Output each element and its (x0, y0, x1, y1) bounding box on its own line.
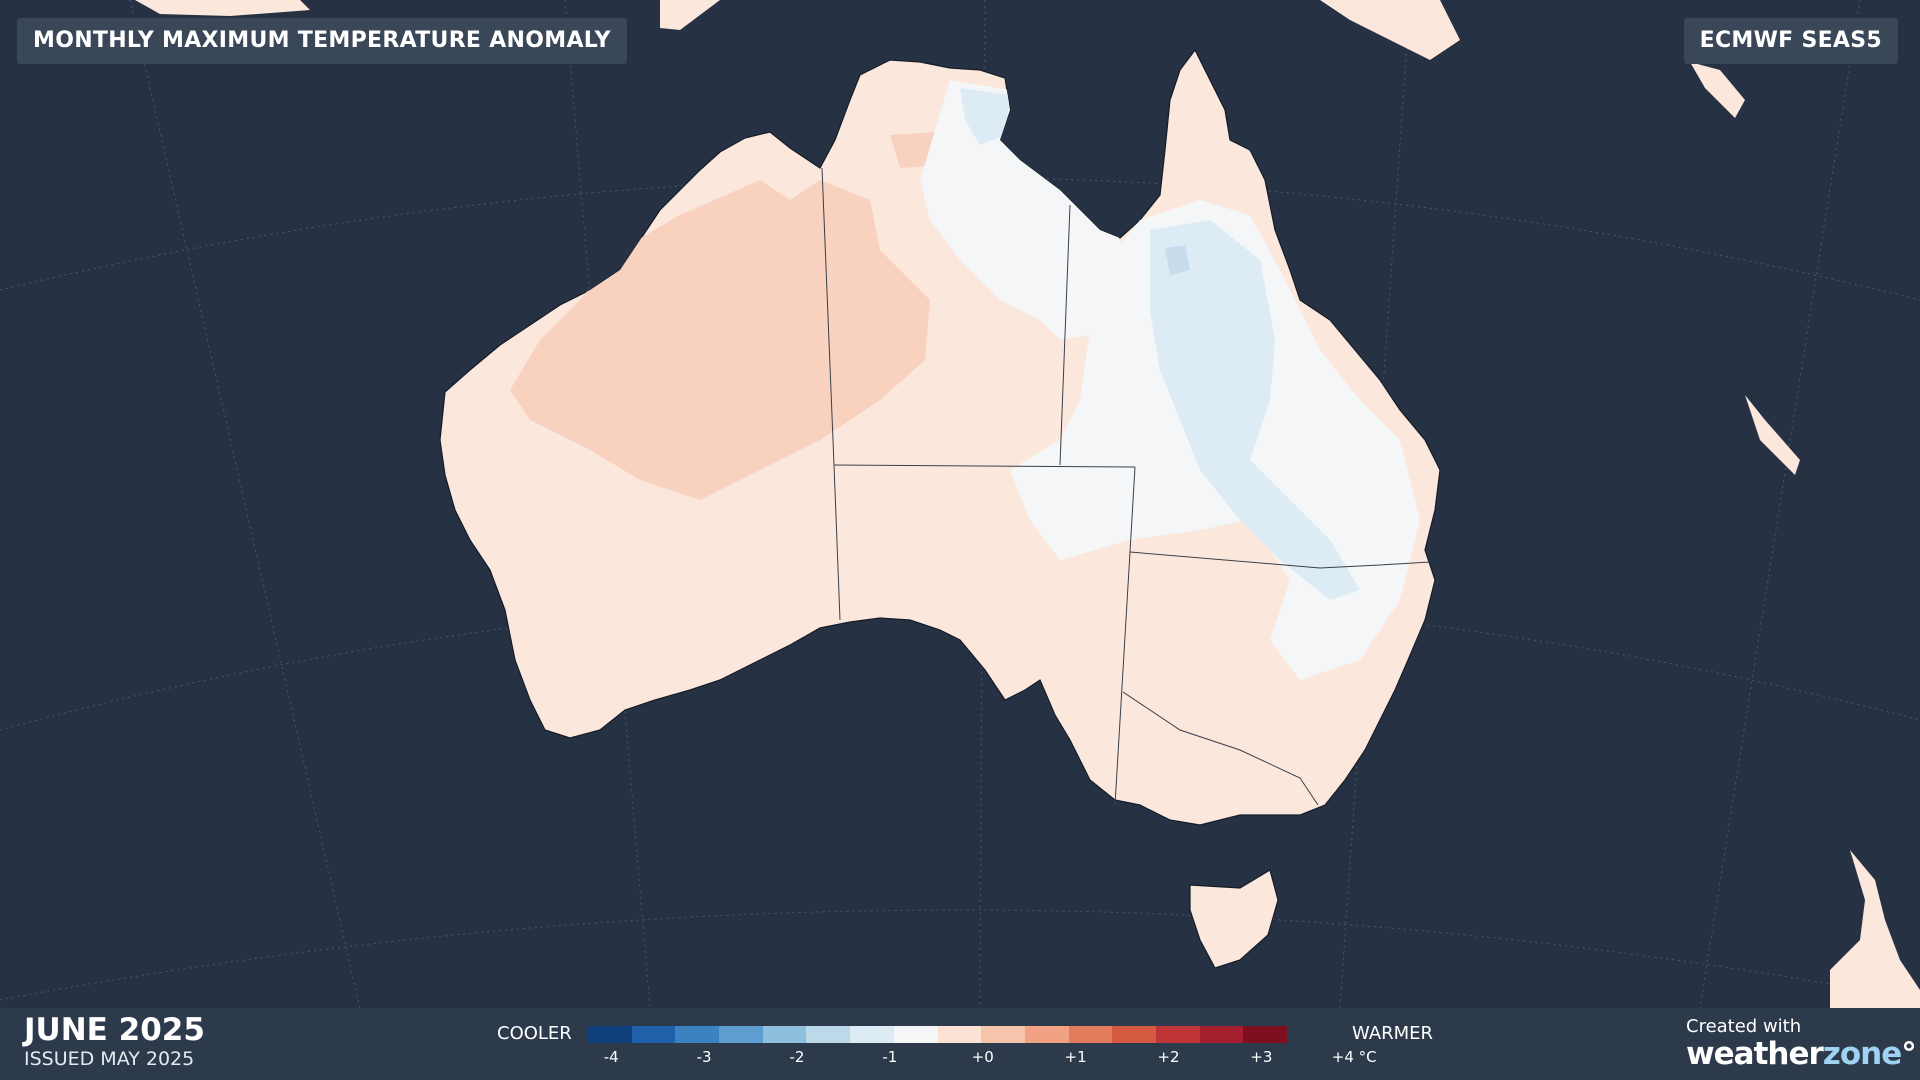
new-guinea-landmass (1320, 0, 1460, 60)
cool-anomaly-north (960, 88, 1010, 145)
legend-tick-label: -3 (696, 1048, 712, 1066)
state-borders (821, 167, 1431, 806)
legend-ticks: -4 -3 -2 -1 +0 +1 +2 +3 +4 °C (588, 1048, 1377, 1068)
legend-swatch (1243, 1026, 1287, 1043)
cool-anomaly-core (1165, 245, 1190, 275)
legend-tick-label: +1 (1064, 1048, 1087, 1066)
legend-tick-label: +2 (1157, 1048, 1180, 1066)
legend-swatch (762, 1026, 807, 1043)
legend-swatch (893, 1026, 938, 1043)
border-sa-nsw-vic (1114, 551, 1131, 806)
legend-tick-label: -1 (882, 1048, 898, 1066)
solomon-islands (1690, 62, 1745, 118)
cool-anomaly-queensland (1150, 220, 1360, 600)
neutral-anomaly-north (920, 80, 1130, 340)
legend-swatch (1155, 1026, 1200, 1043)
border-nt-sa (833, 464, 1136, 468)
legend-tick-label: +3 (1250, 1048, 1273, 1066)
timor-landmass (660, 0, 720, 30)
logo-text-zone: zone (1822, 1036, 1902, 1072)
model-source-label: ECMWF SEAS5 (1683, 18, 1898, 64)
legend-warmer-label: WARMER (1352, 1023, 1434, 1044)
footer-bar (0, 1008, 1920, 1080)
legend-swatch (1024, 1026, 1069, 1043)
legend-swatch (1068, 1026, 1113, 1043)
legend-swatch (588, 1026, 632, 1043)
neighboring-islands (135, 0, 1920, 1008)
color-legend (588, 1026, 1287, 1043)
issued-date: ISSUED MAY 2025 (24, 1048, 195, 1070)
anomaly-map (0, 0, 1920, 1008)
legend-swatch (1199, 1026, 1244, 1043)
border-nsw-vic (1122, 691, 1319, 806)
tasmania (1189, 869, 1279, 969)
border-nt-qld (1059, 204, 1071, 466)
indonesia-landmass (135, 0, 310, 16)
border-qld-sa (1129, 466, 1136, 553)
legend-swatch (806, 1026, 851, 1043)
legend-swatch (675, 1026, 720, 1043)
map-title: MONTHLY MAXIMUM TEMPERATURE ANOMALY (17, 18, 627, 64)
legend-swatch (719, 1026, 763, 1043)
new-zealand (1830, 850, 1920, 1008)
legend-swatch (937, 1026, 982, 1043)
weatherzone-logo: weatherzone° (1686, 1036, 1917, 1072)
legend-tick-label: -2 (789, 1048, 805, 1066)
legend-swatch (631, 1026, 676, 1043)
border-qld-nsw (1129, 551, 1431, 569)
forecast-month: JUNE 2025 (24, 1012, 205, 1048)
new-caledonia (1745, 395, 1800, 475)
mainland-australia (439, 48, 1441, 826)
credit-text: Created with (1686, 1016, 1802, 1037)
legend-tick-label: -4 (603, 1048, 619, 1066)
logo-degree-mark: ° (1901, 1036, 1916, 1072)
legend-swatch (1112, 1026, 1156, 1043)
legend-tick-label: +4 °C (1331, 1048, 1377, 1066)
legend-swatch (981, 1026, 1025, 1043)
legend-swatch (850, 1026, 894, 1043)
legend-cooler-label: COOLER (497, 1023, 572, 1044)
logo-text-weather: weather (1686, 1036, 1824, 1072)
legend-tick-label: +0 (971, 1048, 994, 1066)
